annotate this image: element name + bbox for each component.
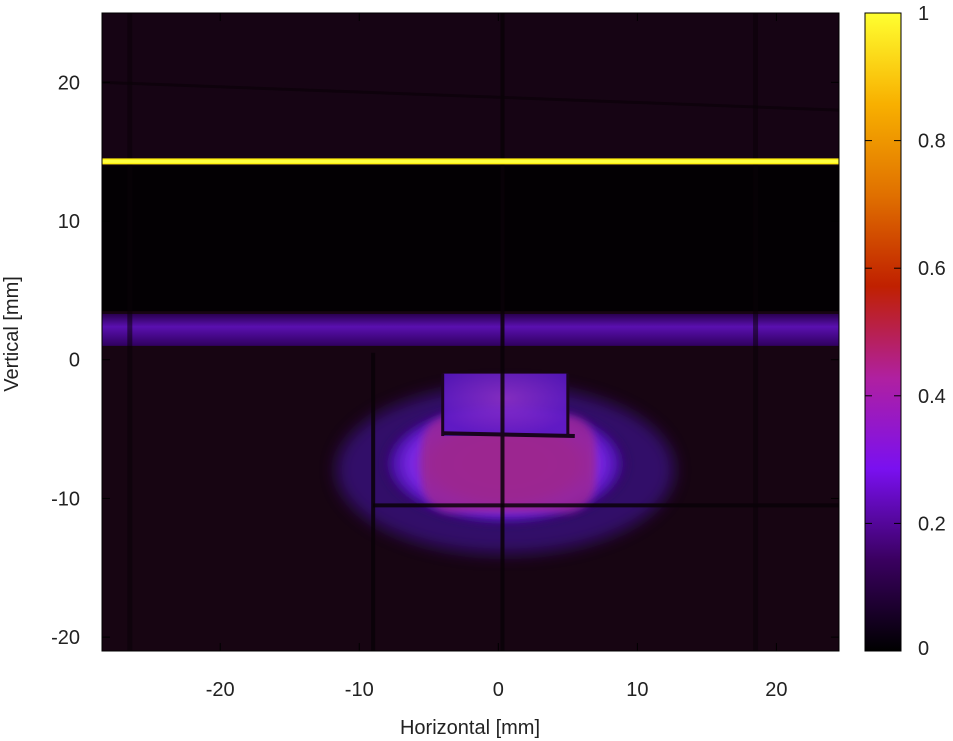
heatmap-image	[102, 13, 839, 651]
heatmap-features	[102, 13, 839, 651]
y-tick-label: 20	[58, 72, 80, 94]
colorbar-tick-label: 0.2	[918, 513, 946, 535]
x-axis-label: Horizontal [mm]	[400, 717, 540, 739]
x-tick-label: -20	[206, 679, 235, 701]
horizontal-band	[102, 313, 839, 346]
horizontal-seam	[442, 431, 575, 439]
colorbar-frame	[864, 12, 902, 652]
bright-line-core	[102, 159, 839, 163]
y-axis: -20 -10 0 10 20	[51, 72, 839, 649]
central-blob-core	[421, 415, 596, 513]
colorbar-tick-label: 1	[918, 3, 929, 25]
horizontal-seam	[102, 80, 839, 112]
x-tick-label: 10	[626, 679, 648, 701]
plot-frame	[101, 12, 840, 652]
x-tick-label: -10	[345, 679, 374, 701]
y-tick-label: -20	[51, 627, 80, 649]
y-axis-label: Vertical [mm]	[1, 276, 23, 392]
top-lobes	[442, 373, 568, 437]
colorbar-tick-label: 0.4	[918, 386, 946, 408]
colorbar-gradient	[865, 13, 901, 651]
colorbar-ticks: 0 0.2 0.4 0.6 0.8 1	[865, 3, 946, 660]
x-tick-label: 20	[765, 679, 787, 701]
y-tick-label: -10	[51, 488, 80, 510]
x-axis: -20 -10 0 10 20	[206, 13, 788, 701]
x-tick-label: 0	[493, 679, 504, 701]
colorbar-tick-label: 0.8	[918, 131, 946, 153]
colorbar-tick-label: 0.6	[918, 258, 946, 280]
dark-band	[102, 165, 839, 312]
colorbar: 0 0.2 0.4 0.6 0.8 1	[864, 3, 946, 660]
colorbar-tick-label: 0	[918, 638, 929, 660]
y-tick-label: 10	[58, 211, 80, 233]
y-tick-label: 0	[69, 350, 80, 372]
